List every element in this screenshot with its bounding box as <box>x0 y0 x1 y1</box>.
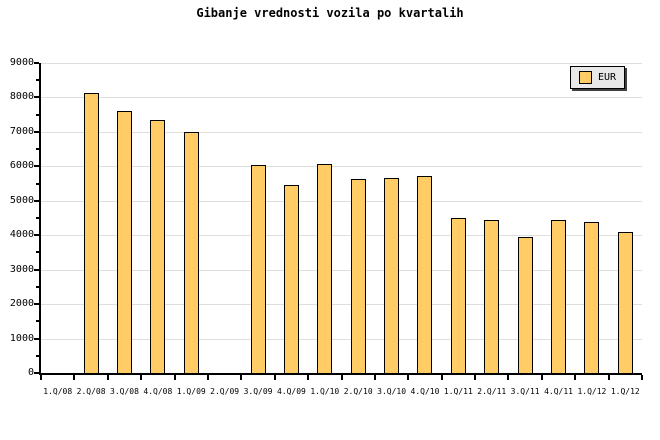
x-tick-label: 1.Q/08 <box>43 387 73 396</box>
bar <box>584 222 600 373</box>
x-tick <box>173 375 176 380</box>
x-tick <box>641 375 643 380</box>
y-major-tick <box>34 372 39 374</box>
bar <box>551 219 567 373</box>
gridline <box>41 235 642 237</box>
y-tick-label: 0 <box>27 367 34 378</box>
y-minor-tick <box>36 251 39 254</box>
x-tick <box>507 375 510 380</box>
gridline <box>41 269 642 271</box>
x-tick-label: 1.Q/12 <box>610 387 640 396</box>
y-major-tick <box>34 165 39 168</box>
x-tick <box>206 375 209 380</box>
x-tick <box>540 375 543 380</box>
gridline <box>41 304 642 306</box>
x-tick <box>340 375 343 380</box>
bar <box>350 178 366 373</box>
x-tick-label: 1.Q/12 <box>577 387 607 396</box>
y-tick-label: 2000 <box>9 298 34 310</box>
y-tick-label: 4000 <box>9 229 34 241</box>
y-tick-label: 9000 <box>9 57 34 68</box>
x-tick-label: 3.Q/10 <box>377 387 407 396</box>
x-tick-label: 2.Q/11 <box>477 387 507 396</box>
x-tick <box>140 375 143 380</box>
bar <box>617 231 633 373</box>
y-axis-labels: 0 1000 2000 3000 4000 5000 6000 7000 8000 9000 <box>0 58 34 378</box>
y-minor-tick <box>36 79 39 82</box>
y-tick-label: 5000 <box>9 194 34 206</box>
x-axis-labels: 1.Q/08 2.Q/08 3.Q/08 4.Q/08 1.Q/09 2.Q/09 3.Q/… <box>41 387 642 399</box>
y-tick-label: 8000 <box>9 91 34 103</box>
x-tick-label: 4.Q/10 <box>410 387 440 396</box>
y-major-tick <box>34 268 39 271</box>
x-tick <box>574 375 577 380</box>
x-tick <box>440 375 443 380</box>
y-minor-tick <box>36 217 39 219</box>
x-tick <box>607 375 610 380</box>
x-tick <box>407 375 410 380</box>
bar <box>150 120 166 373</box>
y-minor-tick <box>36 285 39 288</box>
bar <box>250 165 266 373</box>
bar <box>116 111 132 373</box>
y-major-tick <box>34 96 39 99</box>
x-tick-label: 2.Q/08 <box>76 387 106 396</box>
gridline <box>41 131 642 133</box>
y-minor-tick <box>36 182 39 185</box>
x-tick-label: 2.Q/10 <box>343 387 373 396</box>
y-major-tick <box>34 199 39 202</box>
gridline <box>41 97 642 99</box>
y-tick-label: 7000 <box>9 125 34 137</box>
x-tick-label: 1.Q/09 <box>176 387 206 396</box>
x-tick <box>73 375 76 380</box>
y-minor-tick <box>36 354 39 357</box>
bar <box>450 218 466 373</box>
y-major-tick <box>34 62 39 64</box>
legend: EUR <box>570 66 626 89</box>
bar <box>517 236 533 373</box>
x-tick <box>373 375 376 380</box>
gridline <box>41 166 642 168</box>
y-major-tick <box>34 130 39 133</box>
x-tick <box>240 375 243 380</box>
bar <box>283 185 299 373</box>
x-tick-label: 1.Q/10 <box>310 387 340 396</box>
x-tick <box>106 375 109 380</box>
bar <box>384 178 400 373</box>
bar <box>183 131 199 373</box>
y-minor-tick <box>36 113 39 116</box>
y-tick-label: 1000 <box>9 332 34 344</box>
plot-area <box>34 62 643 380</box>
chart-title: Gibanje vrednosti vozila po kvartalih <box>196 6 464 20</box>
x-tick <box>273 375 276 380</box>
x-tick <box>307 375 310 380</box>
x-tick-label: 4.Q/08 <box>143 387 173 396</box>
x-tick-label: 1.Q/11 <box>443 387 473 396</box>
gridline <box>41 63 642 64</box>
gridline <box>41 200 642 202</box>
y-minor-tick <box>36 148 39 151</box>
legend-series-label: EUR <box>598 71 617 83</box>
y-minor-tick <box>36 320 39 323</box>
bar <box>317 163 333 373</box>
y-tick-label: 6000 <box>9 160 34 172</box>
x-tick <box>40 375 42 380</box>
gridline <box>41 338 642 340</box>
legend-swatch-icon <box>579 71 592 84</box>
x-tick-label: 4.Q/11 <box>544 387 573 396</box>
bar <box>417 175 433 373</box>
y-major-tick <box>34 234 39 237</box>
y-tick-label: 3000 <box>9 263 34 275</box>
bar <box>484 219 500 373</box>
x-tick-label: 4.Q/09 <box>276 387 306 396</box>
x-tick-label: 2.Q/09 <box>210 387 240 396</box>
y-major-tick <box>34 337 39 340</box>
x-tick <box>474 375 477 380</box>
bar <box>83 92 99 373</box>
x-tick-label: 3.Q/11 <box>510 387 540 396</box>
x-tick-label: 3.Q/08 <box>110 387 139 396</box>
x-tick-label: 3.Q/09 <box>243 387 273 396</box>
y-major-tick <box>34 303 39 306</box>
